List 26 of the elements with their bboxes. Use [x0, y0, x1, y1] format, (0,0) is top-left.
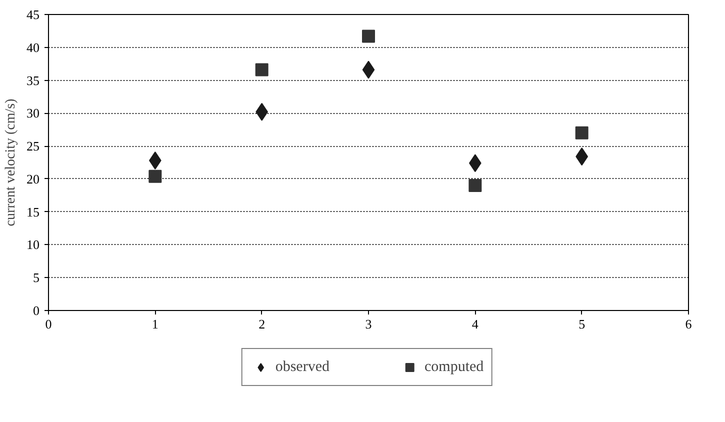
x-tick-label: 6: [685, 316, 692, 332]
point: [255, 63, 268, 76]
y-tick-label: 15: [26, 204, 40, 220]
y-axis-title: current velocity (cm/s): [4, 98, 18, 226]
x-tick-label: 0: [45, 316, 52, 332]
y-tick-label: 10: [26, 237, 40, 252]
x-tick-label: 3: [365, 316, 372, 332]
y-tick-label: 20: [26, 171, 40, 186]
point: [148, 170, 162, 183]
point: [575, 126, 588, 140]
x-tick-label: 5: [578, 316, 586, 332]
point: [362, 30, 375, 43]
point: [468, 179, 482, 192]
legend-label: observed: [275, 358, 330, 376]
x-tick-label: 4: [472, 316, 479, 332]
y-tick-label: 45: [26, 7, 40, 22]
y-tick-label: 30: [26, 106, 40, 121]
y-tick-label: 25: [26, 138, 40, 154]
point: [362, 60, 375, 79]
x-tick-label: 1: [152, 316, 158, 332]
y-tick-label: 0: [33, 303, 40, 318]
y-tick-label: 35: [26, 72, 40, 88]
legend-label: computed: [424, 358, 484, 376]
y-tick-label: 40: [26, 40, 40, 55]
y-tick-label: 5: [33, 270, 40, 286]
x-tick-label: 2: [258, 316, 266, 332]
